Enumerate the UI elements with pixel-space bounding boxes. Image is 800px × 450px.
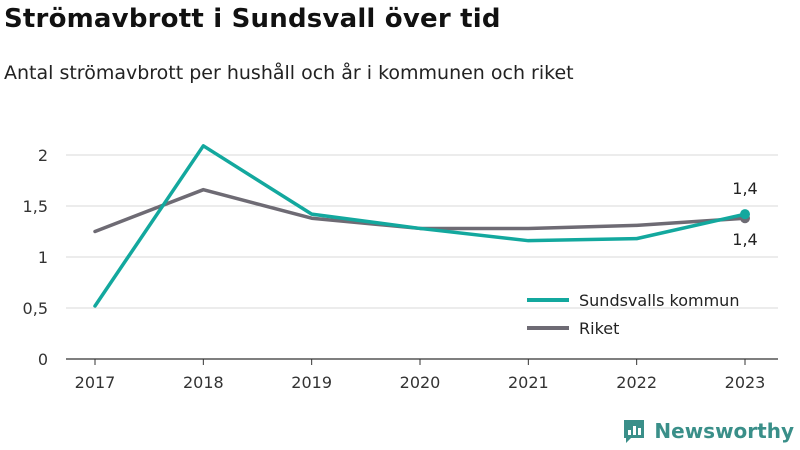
x-tick-label: 2019 (291, 373, 332, 392)
y-tick-label: 1,5 (23, 197, 48, 216)
y-tick-label: 0 (38, 350, 48, 369)
end-value-label: 1,4 (732, 179, 757, 198)
x-tick-label: 2022 (616, 373, 657, 392)
series-line-riket (93, 187, 747, 234)
legend-label: Sundsvalls kommun (579, 291, 739, 310)
chart-subtitle: Antal strömavbrott per hushåll och år i … (4, 62, 574, 84)
chart-title: Strömavbrott i Sundsvall över tid (4, 4, 501, 34)
y-tick-label: 0,5 (23, 299, 48, 318)
end-value-label: 1,4 (732, 230, 757, 249)
grid-lines (66, 154, 778, 360)
series-end-point (740, 209, 750, 220)
y-axis: 0 0,5 1 1,5 2 (23, 146, 48, 369)
legend-label: Riket (579, 319, 619, 338)
y-tick-label: 1 (38, 248, 48, 267)
x-tick-label: 2017 (75, 373, 116, 392)
series-line-sundsvalls-kommun (93, 144, 747, 308)
x-tick-label: 2023 (725, 373, 766, 392)
series-lines (93, 144, 750, 308)
brand: Newsworthy (622, 418, 794, 444)
legend: Sundsvalls kommun Riket (527, 291, 739, 338)
data-labels: 1,4 1,4 (732, 179, 757, 249)
y-tick-label: 2 (38, 146, 48, 165)
x-axis: 2017 2018 2019 2020 2021 2022 2023 (75, 359, 766, 392)
brand-name: Newsworthy (654, 419, 794, 443)
newsworthy-logo-icon (624, 420, 645, 443)
x-tick-label: 2018 (183, 373, 224, 392)
x-tick-label: 2021 (508, 373, 549, 392)
x-tick-label: 2020 (400, 373, 441, 392)
